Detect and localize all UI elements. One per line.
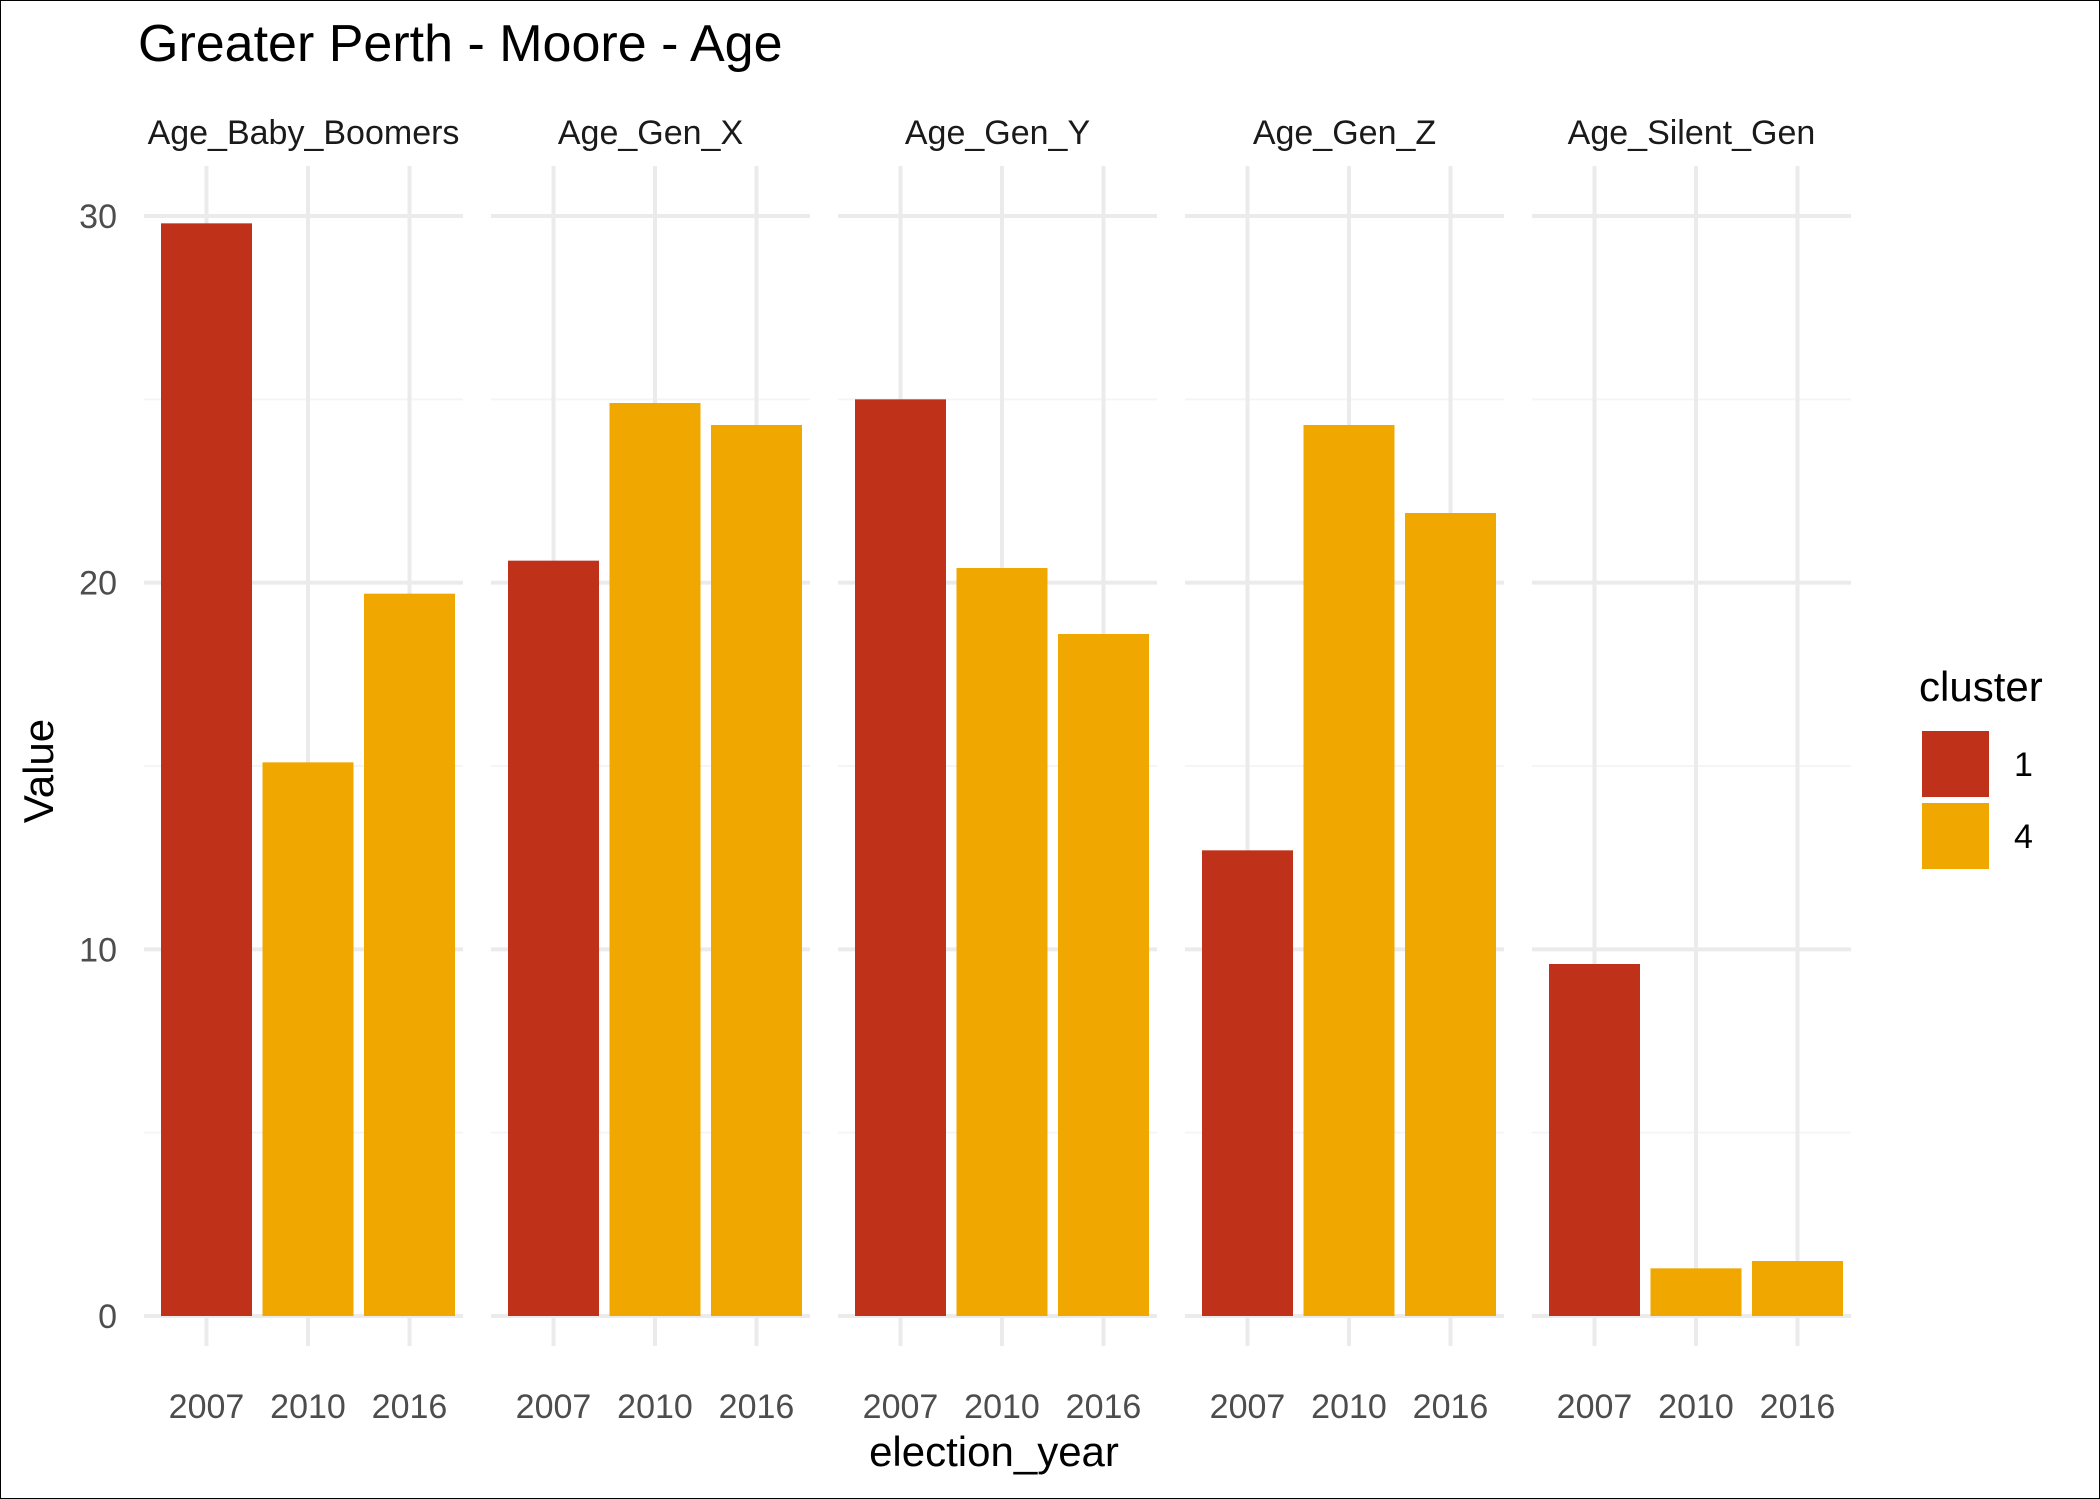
x-tick-label: 2010 [964,1388,1040,1426]
x-tick-label: 2007 [1210,1388,1286,1426]
legend-title: cluster [1919,663,2043,710]
y-tick-label: 0 [98,1298,117,1336]
legend-swatch [1922,803,1989,869]
bar [956,568,1048,1316]
y-axis-title: Value [15,719,62,823]
bar [262,762,354,1316]
x-tick-label: 2016 [1760,1388,1836,1426]
facet-panel: Age_Silent_Gen 2007 2010 2016 [1532,114,1851,1426]
legend-label: 1 [2014,746,2033,784]
facet-strip-label: Age_Silent_Gen [1568,114,1816,152]
y-tick-label: 20 [79,565,117,603]
bar [609,403,701,1316]
facet-panel: Age_Gen_Z 2007 2010 2016 [1185,114,1504,1426]
bar [1202,850,1293,1316]
facet-panel: Age_Gen_X 2007 2010 2016 [491,114,810,1426]
x-tick-label: 2016 [372,1388,448,1426]
bar [1405,513,1496,1316]
x-tick-label: 2016 [719,1388,795,1426]
x-tick-label: 2010 [1311,1388,1387,1426]
x-tick-label: 2010 [270,1388,346,1426]
legend-swatch [1922,731,1989,797]
chart-title: Greater Perth - Moore - Age [138,15,783,73]
facet-panel: Age_Baby_Boomers 2007 2010 2016 [144,114,463,1426]
bar [1650,1268,1742,1316]
bar [161,223,252,1316]
y-axis: 0 10 20 30 [79,198,117,1336]
bar [711,425,802,1316]
bar [1549,964,1640,1316]
facet-strip-label: Age_Gen_Z [1253,114,1436,152]
bar [855,399,946,1316]
x-tick-label: 2007 [169,1388,245,1426]
bar [508,560,599,1316]
legend-items: 14 [1922,731,2033,869]
facet-strip-label: Age_Baby_Boomers [148,114,460,152]
bar [1303,425,1395,1316]
legend: cluster 14 [1919,663,2043,869]
bar [1752,1261,1843,1316]
y-tick-label: 30 [79,198,117,236]
x-tick-label: 2016 [1066,1388,1142,1426]
x-tick-label: 2007 [1557,1388,1633,1426]
x-axis-title: election_year [869,1428,1119,1475]
x-tick-label: 2010 [617,1388,693,1426]
legend-label: 4 [2014,818,2033,856]
facet-panels: Age_Baby_Boomers 2007 2010 2016 Age_Gen_X 200… [144,114,1851,1426]
bar [364,593,455,1316]
y-tick-label: 10 [79,931,117,969]
bar [1058,634,1149,1316]
facet-strip-label: Age_Gen_Y [905,114,1090,152]
x-tick-label: 2016 [1413,1388,1489,1426]
facet-panel: Age_Gen_Y 2007 2010 2016 [838,114,1157,1426]
x-tick-label: 2010 [1658,1388,1734,1426]
x-tick-label: 2007 [863,1388,939,1426]
x-tick-label: 2007 [516,1388,592,1426]
facet-strip-label: Age_Gen_X [558,114,743,152]
